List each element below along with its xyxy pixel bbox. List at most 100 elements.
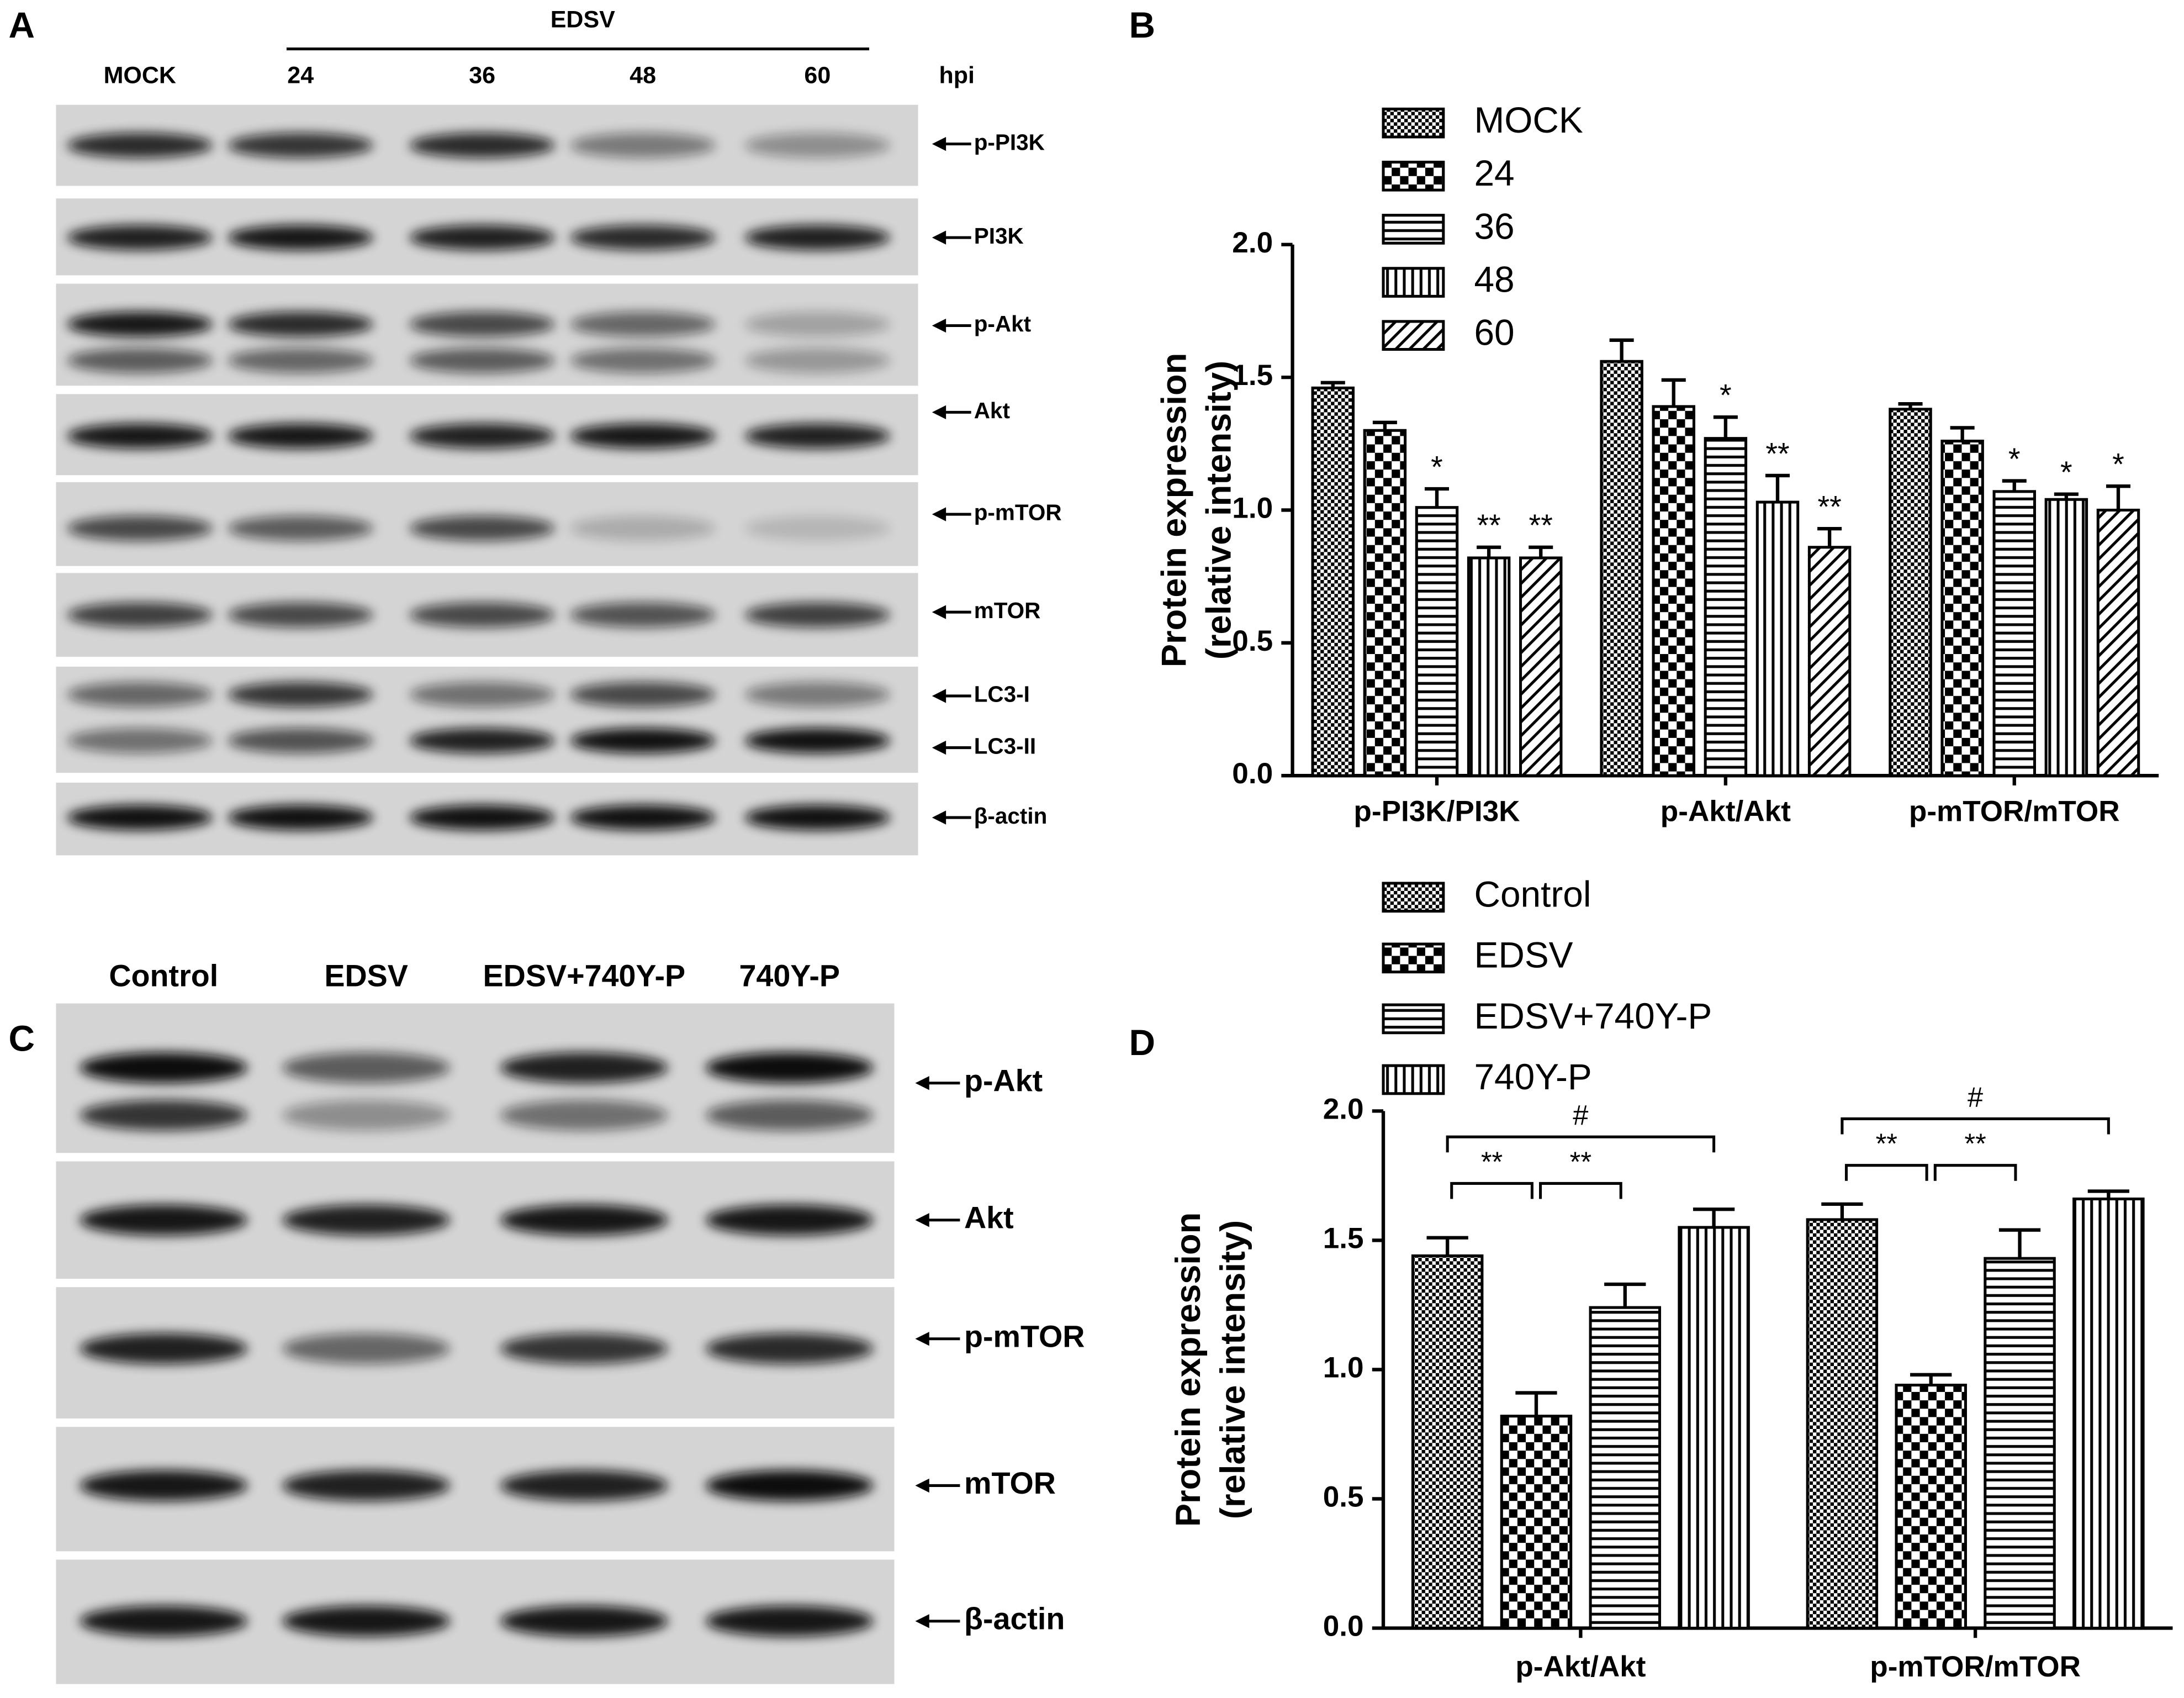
blot-band (282, 1052, 450, 1083)
blot-band (570, 728, 716, 753)
lane-label: 740Y-P (739, 959, 840, 993)
arrow-head (932, 136, 946, 151)
blot-band (282, 1100, 450, 1131)
bar (1984, 1257, 2056, 1630)
legend-label: EDSV (1474, 935, 1573, 975)
significance-label: # (1968, 1081, 1983, 1112)
y-axis-label-line: Protein expression (1169, 1212, 1208, 1527)
bar (1940, 439, 1984, 777)
legend-swatch (1382, 160, 1445, 192)
x-tick-label: p-PI3K/PI3K (1353, 795, 1520, 828)
lane-label: 24 (287, 62, 314, 89)
bar (1311, 386, 1355, 777)
blot-band (705, 1470, 874, 1501)
blot-band (409, 133, 555, 158)
significance-bracket (1539, 1182, 1622, 1199)
row-label: LC3-II (974, 733, 1036, 758)
blot-band (744, 805, 890, 830)
significance-label: ** (1570, 1146, 1591, 1177)
bar (1363, 429, 1407, 777)
legend-swatch (1382, 1003, 1445, 1035)
legend-swatch (1382, 267, 1445, 298)
row-label: LC3-I (974, 682, 1030, 707)
lane-label: 48 (630, 62, 656, 89)
blot-band (409, 682, 555, 708)
blot-band (80, 1333, 248, 1364)
significance-bracket (1446, 1135, 1716, 1153)
blot-band (744, 602, 890, 627)
arrow-head (932, 405, 946, 420)
x-tick-label: p-mTOR/mTOR (1870, 1650, 2081, 1683)
blot-band (282, 1606, 450, 1637)
y-tick-label: 2.0 (1323, 1093, 1364, 1125)
legend-swatch (1382, 1064, 1445, 1095)
row-label: PI3K (974, 223, 1024, 249)
blot-band (570, 805, 716, 830)
bar (1415, 506, 1459, 777)
blot-band (500, 1470, 668, 1501)
significance-label: ** (1481, 1146, 1503, 1177)
x-tick-label: p-Akt/Akt (1661, 795, 1791, 828)
significance-bracket (1841, 1117, 2110, 1135)
lane-label: MOCK (104, 62, 176, 89)
blot-band (67, 225, 213, 250)
arrow-head (932, 318, 946, 333)
blot-band (409, 312, 555, 337)
y-axis-label-line: (relative intensity) (1214, 1220, 1252, 1519)
legend-label: 48 (1474, 259, 1514, 299)
legend-label: 60 (1474, 312, 1514, 353)
blot-band (228, 805, 373, 830)
bar (1889, 408, 1932, 777)
y-tick-label: 0.5 (1323, 1481, 1364, 1514)
y-tick-label: 1.5 (1232, 359, 1273, 392)
arrow-head (932, 810, 946, 825)
blot-band (67, 805, 213, 830)
blot-band (80, 1470, 248, 1501)
y-axis-label-line: (relative intensity) (1199, 361, 1238, 660)
legend-label: 740Y-P (1474, 1056, 1591, 1097)
significance-label: ** (1876, 1128, 1897, 1159)
blot-band (228, 347, 373, 373)
bar (1895, 1383, 1967, 1630)
row-label: p-mTOR (974, 500, 1062, 525)
bar (1500, 1415, 1573, 1630)
blot-band (228, 728, 373, 753)
bar (1704, 437, 1748, 777)
blot-band (409, 805, 555, 830)
bar (2072, 1197, 2145, 1630)
significance-mark: ** (1529, 508, 1553, 542)
row-label: β-actin (964, 1602, 1065, 1636)
bar (1467, 556, 1511, 777)
arrow-head (932, 507, 946, 521)
panel-letter: D (1129, 1022, 1156, 1063)
blot-band (409, 225, 555, 250)
arrow-head (932, 689, 946, 703)
blot-band (67, 728, 213, 753)
y-axis-label: Protein expression (relative intensity) (1169, 1212, 1252, 1527)
blot-band (80, 1606, 248, 1637)
blot-band (67, 682, 213, 708)
blot-band (744, 728, 890, 753)
panel-letter: B (1129, 4, 1156, 45)
blot-band (570, 133, 716, 158)
lane-label: Control (109, 959, 218, 993)
row-label: β-actin (974, 803, 1048, 829)
legend-swatch (1382, 214, 1445, 245)
bar (1992, 490, 2036, 777)
row-label: Akt (964, 1200, 1014, 1235)
y-tick-label: 0.0 (1323, 1610, 1364, 1643)
blot-band (67, 423, 213, 449)
legend-swatch (1382, 107, 1445, 139)
row-label: mTOR (974, 598, 1041, 623)
blot-band (228, 312, 373, 337)
blot-band (570, 423, 716, 449)
row-label: Akt (974, 398, 1010, 423)
y-tick-label: 1.0 (1323, 1351, 1364, 1384)
significance-mark: ** (1477, 508, 1500, 542)
x-tick-label: p-Akt/Akt (1515, 1650, 1646, 1683)
blot-band (570, 515, 716, 541)
arrow-head (915, 1614, 929, 1628)
blot-band (705, 1052, 874, 1083)
blot-band (705, 1333, 874, 1364)
